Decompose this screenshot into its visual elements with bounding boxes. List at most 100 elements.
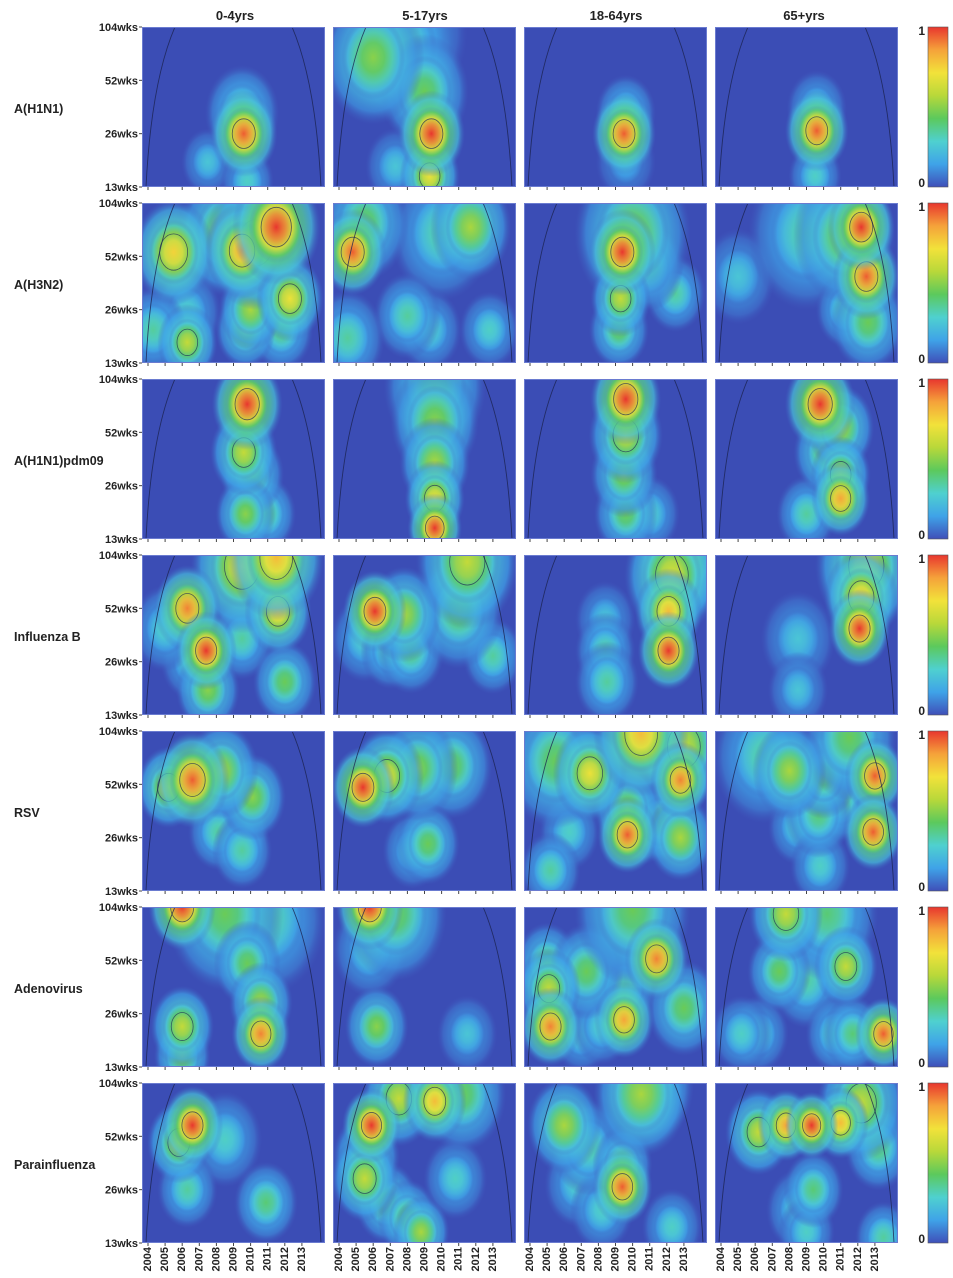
power-hotspot <box>355 585 395 637</box>
cone-of-influence <box>145 555 322 715</box>
power-hotspot <box>762 907 810 944</box>
power-hotspot <box>225 379 270 433</box>
x-tick-label: 2012 <box>661 1247 673 1271</box>
x-tick-label: 2004 <box>333 1246 345 1271</box>
x-tick-label: 2007 <box>575 1247 587 1271</box>
colorbar: 10 <box>918 24 949 190</box>
power-hotspot <box>794 1165 833 1214</box>
significance-contour <box>616 821 639 849</box>
colorbar-max-label: 1 <box>918 1080 925 1094</box>
significance-contour <box>849 211 874 243</box>
cone-of-influence <box>527 27 704 187</box>
significance-contour <box>802 1113 822 1138</box>
panel-parainfluenza-2 <box>524 1083 707 1246</box>
x-tick-label: 2011 <box>835 1247 847 1271</box>
significance-contour <box>830 485 852 512</box>
cone-of-influence <box>718 907 895 1067</box>
row-title-parainfluenza: Parainfluenza <box>14 1158 96 1172</box>
y-tick-label: 52wks <box>105 251 138 263</box>
power-hotspot <box>226 489 265 538</box>
y-tick-label: 104wks <box>99 198 138 210</box>
significance-contour <box>259 555 294 580</box>
power-hotspot <box>604 108 644 160</box>
x-tick-label: 2009 <box>228 1247 240 1271</box>
x-tick-label: 2006 <box>749 1247 761 1271</box>
y-tick-label: 26wks <box>105 129 138 141</box>
y-tick-label: 13wks <box>105 534 138 546</box>
colorbar-max-label: 1 <box>918 728 925 742</box>
x-tick-label: 2009 <box>610 1247 622 1271</box>
power-hotspot <box>796 105 837 157</box>
y-tick-label: 26wks <box>105 1009 138 1021</box>
cone-of-influence <box>145 27 322 187</box>
power-hotspot <box>715 246 762 307</box>
cone-of-influence <box>718 731 895 891</box>
y-tick-label: 104wks <box>99 22 138 34</box>
significance-contour <box>231 118 256 149</box>
column-title-0-4yrs: 0-4yrs <box>216 8 254 23</box>
colorbar-min-label: 0 <box>918 1232 925 1246</box>
power-hotspot <box>601 225 644 280</box>
cone-of-influence <box>145 907 322 1067</box>
significance-contour <box>250 1020 272 1048</box>
significance-contour <box>657 636 680 665</box>
x-tick-label: 2009 <box>419 1247 431 1271</box>
y-tick-label: 104wks <box>99 550 138 562</box>
panel-frame <box>333 27 516 187</box>
power-hotspot <box>162 1001 203 1053</box>
power-hotspot <box>636 933 677 985</box>
panel-influenza-b-3 <box>715 555 898 718</box>
power-hotspot <box>356 1001 397 1053</box>
y-tick-label: 26wks <box>105 305 138 317</box>
power-hotspot <box>661 756 700 805</box>
y-tick-label: 52wks <box>105 779 138 791</box>
panel-frame <box>142 907 325 1067</box>
power-hotspot <box>854 807 892 856</box>
x-tick-label: 2005 <box>732 1247 744 1271</box>
panel-frame <box>524 203 707 363</box>
x-tick-label: 2010 <box>627 1247 639 1271</box>
x-tick-label: 2012 <box>852 1247 864 1271</box>
significance-contour <box>360 1112 382 1139</box>
y-tick-label: 13wks <box>105 358 138 370</box>
panel-frame <box>142 555 325 715</box>
x-tick-label: 2013 <box>678 1247 690 1271</box>
row-title-adenovirus: Adenovirus <box>14 982 83 996</box>
panel-a-h3n2--3 <box>715 203 898 366</box>
panel-a-h3n2--2 <box>524 203 707 366</box>
power-hotspot <box>268 271 311 326</box>
x-tick-label: 2006 <box>176 1247 188 1271</box>
x-tick-label: 2013 <box>296 1247 308 1271</box>
y-tick-label: 52wks <box>105 427 138 439</box>
colorbar-max-label: 1 <box>918 376 925 390</box>
x-tick-label: 2010 <box>245 1247 257 1271</box>
y-tick-label: 104wks <box>99 902 138 914</box>
power-hotspot <box>403 1209 439 1243</box>
power-hotspot <box>722 1009 761 1058</box>
power-hotspot <box>587 656 627 708</box>
column-title-65plus-yrs: 65+yrs <box>783 8 825 23</box>
panel-frame <box>715 731 898 891</box>
significance-contour <box>805 116 829 146</box>
panel-frame <box>524 379 707 539</box>
power-hotspot <box>242 1010 280 1058</box>
cone-of-influence <box>718 379 895 539</box>
cone-of-influence <box>336 1083 513 1243</box>
y-tick-label: 26wks <box>105 481 138 493</box>
x-tick-label: 2010 <box>818 1247 830 1271</box>
power-hotspot <box>246 1177 286 1229</box>
y-tick-label: 104wks <box>99 1078 138 1090</box>
cone-of-influence <box>527 379 704 539</box>
cone-of-influence <box>527 907 704 1067</box>
heatmap-panels <box>142 27 898 1246</box>
panel-frame <box>524 731 707 891</box>
cone-of-influence <box>145 1083 322 1243</box>
row-title-influenza-b: Influenza B <box>14 630 81 644</box>
x-tick-label: 2005 <box>350 1247 362 1271</box>
panel-a-h3n2--0 <box>142 203 325 366</box>
power-hotspot <box>341 27 406 100</box>
significance-contour <box>234 388 260 421</box>
x-tick-label: 2004 <box>142 1246 154 1271</box>
column-title-5-17yrs: 5-17yrs <box>402 8 448 23</box>
power-hotspot <box>173 1100 212 1150</box>
